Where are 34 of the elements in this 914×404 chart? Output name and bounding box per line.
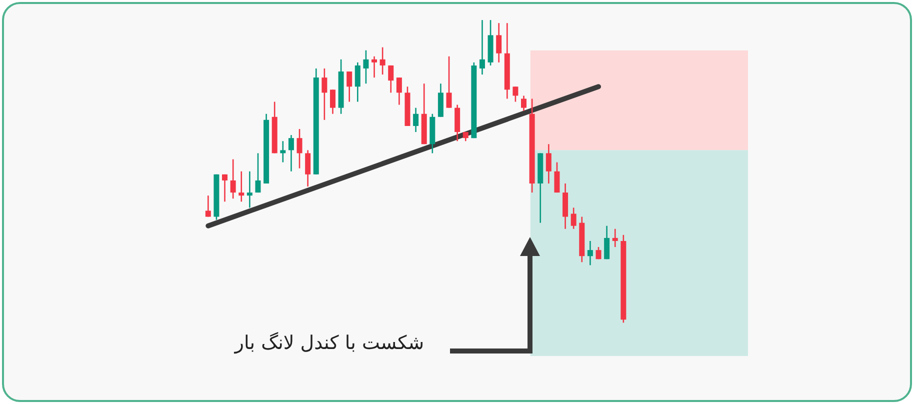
candlestick	[222, 174, 228, 202]
candlestick	[288, 134, 294, 172]
candlestick	[354, 62, 360, 102]
candlestick	[246, 170, 252, 208]
candlestick	[413, 107, 419, 133]
candlestick	[238, 170, 244, 202]
candlestick	[570, 207, 576, 230]
candlestick	[372, 56, 378, 78]
candlestick	[521, 95, 527, 112]
candlestick	[604, 225, 610, 260]
candlestick	[612, 228, 618, 248]
candlestick	[587, 240, 593, 266]
candlestick	[280, 140, 286, 163]
candlestick	[346, 70, 352, 102]
candlestick	[296, 128, 302, 169]
candlestick	[205, 194, 211, 218]
candlestick	[546, 143, 552, 184]
candlestick	[255, 152, 261, 194]
candlestick	[322, 68, 328, 121]
candlestick	[496, 22, 502, 64]
candlestick	[363, 50, 369, 84]
candlestick	[230, 158, 236, 200]
candlestick	[396, 76, 402, 106]
candlestick	[330, 89, 336, 115]
candlestick	[388, 64, 394, 94]
candlestick	[446, 56, 452, 108]
candlestick	[462, 131, 468, 142]
text: شکست با کندل لانگ بار	[234, 332, 424, 354]
candlestick	[305, 150, 311, 188]
candlestick	[512, 86, 518, 102]
candlestick	[596, 246, 602, 260]
candlestick	[380, 46, 386, 76]
candlestick	[554, 162, 560, 194]
candlestick	[479, 19, 485, 76]
